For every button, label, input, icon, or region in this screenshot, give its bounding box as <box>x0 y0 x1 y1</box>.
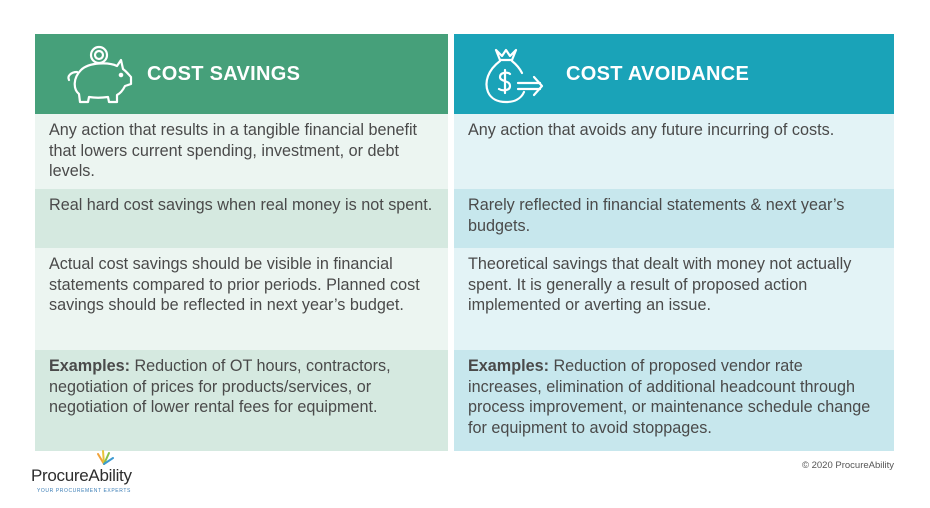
logo-wordmark: ProcureAbility <box>31 466 132 485</box>
savings-row-visibility: Actual cost savings should be visible in… <box>35 248 448 350</box>
avoidance-examples-text: Reduction of proposed vendor rate increa… <box>468 357 871 437</box>
cost-avoidance-column: COST AVOIDANCE Any action that avoids an… <box>454 34 894 451</box>
savings-row-definition: Any action that results in a tangible fi… <box>35 114 448 189</box>
avoidance-examples-label: Examples: <box>468 357 549 375</box>
logo-tagline: YOUR PROCUREMENT EXPERTS <box>37 488 131 494</box>
avoidance-row-financial-statements: Rarely reflected in financial statements… <box>454 189 894 248</box>
avoidance-row-examples: Examples: Reduction of proposed vendor r… <box>454 350 894 451</box>
cost-savings-header: COST SAVINGS <box>35 34 448 114</box>
savings-examples-text: Reduction of OT hours, contractors, nego… <box>49 357 391 416</box>
procureability-logo: ProcureAbility YOUR PROCUREMENT EXPERTS <box>31 450 132 496</box>
cost-savings-column: COST SAVINGS Any action that results in … <box>35 34 448 451</box>
avoidance-row-theoretical: Theoretical savings that dealt with mone… <box>454 248 894 350</box>
cost-avoidance-title: COST AVOIDANCE <box>566 62 750 85</box>
savings-examples-label: Examples: <box>49 357 130 375</box>
savings-row-examples: Examples: Reduction of OT hours, contrac… <box>35 350 448 451</box>
savings-row-hard-savings: Real hard cost savings when real money i… <box>35 189 448 248</box>
money-bag-arrow-icon <box>485 48 544 104</box>
copyright-notice: © 2020 ProcureAbility <box>801 460 894 471</box>
piggy-bank-icon <box>67 45 133 104</box>
logo-spark-icon <box>97 450 114 465</box>
avoidance-row-definition: Any action that avoids any future incurr… <box>454 114 894 189</box>
cost-savings-title: COST SAVINGS <box>147 62 301 85</box>
cost-avoidance-header: COST AVOIDANCE <box>454 34 894 114</box>
